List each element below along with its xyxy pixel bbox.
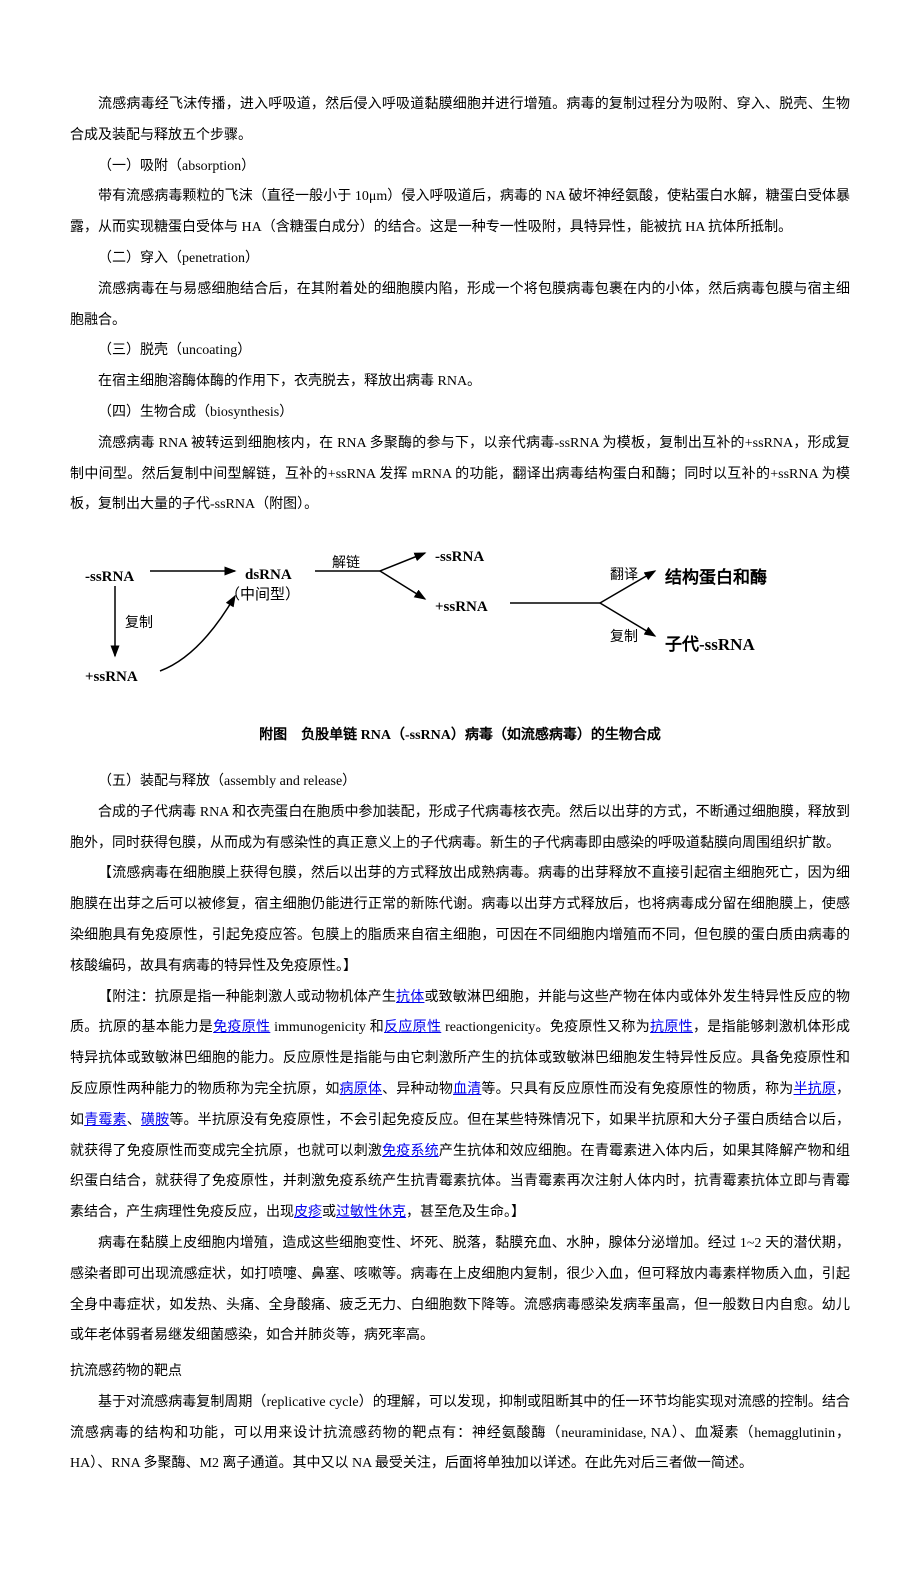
link-serum[interactable]: 血清	[453, 1082, 481, 1097]
paragraph-annotation: 【附注：抗原是指一种能刺激人或动物机体产生抗体或致敏淋巴细胞，并能与这些产物在体…	[70, 983, 850, 1229]
subsection-heading: 抗流感药物的靶点	[70, 1357, 850, 1388]
text: 等。只具有反应原性而没有免疫原性的物质，称为	[481, 1082, 793, 1097]
node-ssrna-plus: +ssRNA	[435, 591, 488, 624]
paragraph: 流感病毒在与易感细胞结合后，在其附着处的细胞膜内陷，形成一个将包膜病毒包裹在内的…	[70, 275, 850, 337]
link-reactogenicity[interactable]: 反应原性	[384, 1020, 441, 1035]
text: 、异种动物	[382, 1082, 453, 1097]
section-heading: （二）穿入（penetration）	[70, 244, 850, 275]
text: reactiongenicity。免疫原性又称为	[441, 1020, 650, 1035]
paragraph: 【流感病毒在细胞膜上获得包膜，然后以出芽的方式释放出成熟病毒。病毒的出芽释放不直…	[70, 859, 850, 982]
section-heading: （三）脱壳（uncoating）	[70, 336, 850, 367]
paragraph: 流感病毒 RNA 被转运到细胞核内，在 RNA 多聚酶的参与下，以亲代病毒-ss…	[70, 429, 850, 521]
paragraph: 病毒在黏膜上皮细胞内增殖，造成这些细胞变性、坏死、脱落，黏膜充血、水肿，腺体分泌…	[70, 1229, 850, 1352]
link-antigenicity[interactable]: 抗原性	[650, 1020, 693, 1035]
link-pathogen[interactable]: 病原体	[340, 1082, 383, 1097]
node-ssrna-plus-2: +ssRNA	[85, 661, 138, 694]
section-heading: （四）生物合成（biosynthesis）	[70, 398, 850, 429]
link-rash[interactable]: 皮疹	[294, 1205, 322, 1220]
link-immunogenicity[interactable]: 免疫原性	[213, 1020, 270, 1035]
label-replicate-1: 复制	[125, 609, 153, 640]
text: 【附注：抗原是指一种能刺激人或动物机体产生	[98, 990, 396, 1005]
paragraph: 在宿主细胞溶酶体酶的作用下，衣壳脱去，释放出病毒 RNA。	[70, 367, 850, 398]
link-immune-system[interactable]: 免疫系统	[382, 1144, 439, 1159]
link-anaphylaxis[interactable]: 过敏性休克	[336, 1205, 406, 1220]
node-progeny: 子代-ssRNA	[665, 626, 755, 663]
paragraph: 带有流感病毒颗粒的飞沫（直径一般小于 10μm）侵入呼吸道后，病毒的 NA 破坏…	[70, 182, 850, 244]
paragraph: 合成的子代病毒 RNA 和衣壳蛋白在胞质中参加装配，形成子代病毒核衣壳。然后以出…	[70, 798, 850, 860]
paragraph: 基于对流感病毒复制周期（replicative cycle）的理解，可以发现，抑…	[70, 1388, 850, 1480]
text: 、	[127, 1113, 141, 1128]
text: ，甚至危及生命。】	[406, 1205, 525, 1220]
text: immunogenicity 和	[270, 1020, 384, 1035]
label-replicate-2: 复制	[610, 623, 638, 654]
node-dsrna-sub: （中间型）	[225, 579, 300, 612]
node-protein: 结构蛋白和酶	[665, 559, 767, 596]
node-ssrna-minus: -ssRNA	[85, 561, 134, 594]
link-antibody[interactable]: 抗体	[396, 990, 424, 1005]
label-unwind: 解链	[332, 549, 360, 580]
node-ssrna-minus-2: -ssRNA	[435, 541, 484, 574]
section-heading: （五）装配与释放（assembly and release）	[70, 767, 850, 798]
section-heading: （一）吸附（absorption）	[70, 152, 850, 183]
biosynthesis-diagram: -ssRNA dsRNA （中间型） -ssRNA +ssRNA 结构蛋白和酶 …	[70, 541, 850, 711]
text: 或	[322, 1205, 336, 1220]
figure-caption: 附图 负股单链 RNA（-ssRNA）病毒（如流感病毒）的生物合成	[70, 721, 850, 752]
link-penicillin[interactable]: 青霉素	[84, 1113, 127, 1128]
label-translate: 翻译	[610, 561, 638, 592]
link-hapten[interactable]: 半抗原	[793, 1082, 836, 1097]
paragraph: 流感病毒经飞沫传播，进入呼吸道，然后侵入呼吸道黏膜细胞并进行增殖。病毒的复制过程…	[70, 90, 850, 152]
link-sulfa[interactable]: 磺胺	[141, 1113, 169, 1128]
